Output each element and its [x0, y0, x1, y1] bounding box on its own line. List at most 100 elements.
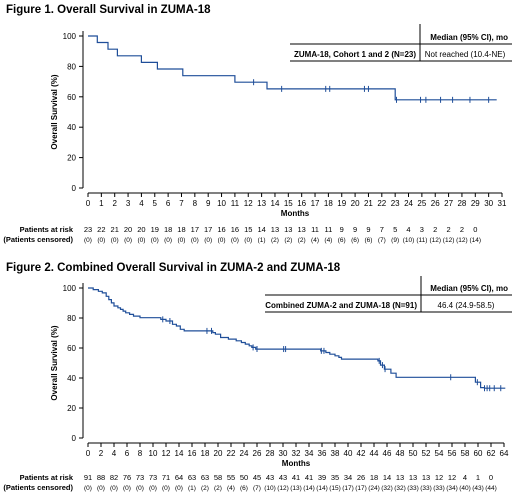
at-risk-count: 0	[473, 225, 477, 234]
censored-count: (24)	[368, 485, 380, 492]
censored-count: (32)	[381, 485, 393, 492]
at-risk-count: 34	[344, 473, 352, 482]
legend-series-label: ZUMA-18, Cohort 1 and 2 (N=23)	[294, 50, 416, 59]
x-tick-label: 8	[138, 449, 143, 458]
x-tick-label: 26	[253, 449, 262, 458]
censored-count: (34)	[446, 485, 458, 492]
at-risk-count: 20	[137, 225, 145, 234]
x-tick-label: 12	[162, 449, 171, 458]
censored-count: (6)	[351, 237, 359, 244]
x-tick-label: 24	[240, 449, 249, 458]
x-tick-label: 62	[487, 449, 496, 458]
x-tick-label: 9	[206, 199, 211, 208]
x-tick-label: 4	[139, 199, 144, 208]
censored-count: (0)	[137, 237, 145, 244]
censored-count: (0)	[231, 237, 239, 244]
censored-count: (4)	[311, 237, 319, 244]
censored-count: (1)	[258, 237, 266, 244]
legend-median-value: Not reached (10.4-NE)	[425, 50, 506, 59]
at-risk-count: 58	[214, 473, 222, 482]
x-tick-label: 10	[217, 199, 226, 208]
censored-count: (0)	[97, 237, 105, 244]
x-tick-label: 60	[474, 449, 483, 458]
x-tick-label: 14	[175, 449, 184, 458]
x-tick-label: 2	[99, 449, 104, 458]
survival-curve-series-0	[88, 287, 506, 389]
at-risk-count: 23	[84, 225, 92, 234]
at-risk-count: 82	[110, 473, 118, 482]
x-tick-label: 20	[214, 449, 223, 458]
censored-count: (2)	[298, 237, 306, 244]
censored-count: (0)	[124, 237, 132, 244]
at-risk-count: 43	[266, 473, 274, 482]
x-tick-label: 3	[126, 199, 131, 208]
x-tick-label: 23	[391, 199, 400, 208]
x-tick-label: 21	[364, 199, 373, 208]
x-tick-label: 64	[500, 449, 509, 458]
at-risk-count: 26	[357, 473, 365, 482]
at-risk-count: 63	[188, 473, 196, 482]
x-tick-label: 13	[257, 199, 266, 208]
y-tick-label: 80	[67, 314, 76, 323]
x-tick-label: 12	[244, 199, 253, 208]
at-risk-count: 12	[448, 473, 456, 482]
x-tick-label: 6	[166, 199, 171, 208]
censored-count: (15)	[329, 485, 341, 492]
y-tick-label: 100	[63, 284, 77, 293]
at-risk-count: 4	[463, 473, 467, 482]
x-tick-label: 10	[149, 449, 158, 458]
at-risk-count: 63	[201, 473, 209, 482]
y-tick-label: 20	[67, 154, 76, 163]
censored-count: (0)	[149, 485, 157, 492]
at-risk-count: 64	[175, 473, 183, 482]
x-tick-label: 1	[99, 199, 104, 208]
x-tick-label: 22	[227, 449, 236, 458]
censored-count: (13)	[290, 485, 302, 492]
censored-count: (7)	[378, 237, 386, 244]
censored-count: (33)	[433, 485, 445, 492]
at-risk-count: 76	[123, 473, 131, 482]
patients-censored-label: (Patients censored)	[3, 483, 73, 492]
at-risk-count: 71	[162, 473, 170, 482]
censored-count: (0)	[191, 237, 199, 244]
censored-count: (0)	[110, 485, 118, 492]
x-tick-label: 30	[484, 199, 493, 208]
censored-count: (0)	[84, 485, 92, 492]
censored-count: (12)	[277, 485, 289, 492]
legend-header: Median (95% CI), mo	[430, 284, 508, 293]
at-risk-count: 18	[370, 473, 378, 482]
at-risk-count: 73	[149, 473, 157, 482]
x-tick-label: 2	[112, 199, 117, 208]
censored-count: (14)	[470, 237, 482, 244]
censored-count: (7)	[253, 485, 261, 492]
survival-curve-series-0	[88, 35, 497, 101]
y-tick-label: 20	[67, 404, 76, 413]
x-tick-label: 31	[498, 199, 507, 208]
at-risk-count: 4	[406, 225, 410, 234]
at-risk-count: 45	[253, 473, 261, 482]
censored-count: (44)	[485, 485, 497, 492]
x-tick-label: 29	[471, 199, 480, 208]
y-axis-label: Overall Survival (%)	[50, 74, 59, 149]
figure-2-title: Figure 2. Combined Overall Survival in Z…	[6, 262, 341, 274]
patients-at-risk-label: Patients at risk	[20, 225, 74, 234]
x-tick-label: 38	[331, 449, 340, 458]
x-tick-label: 48	[396, 449, 405, 458]
x-tick-label: 5	[153, 199, 158, 208]
at-risk-count: 15	[244, 225, 252, 234]
censored-count: (6)	[240, 485, 248, 492]
at-risk-count: 17	[191, 225, 199, 234]
censored-count: (10)	[403, 237, 415, 244]
x-axis-label: Months	[282, 459, 311, 468]
censored-count: (0)	[164, 237, 172, 244]
censored-count: (14)	[316, 485, 328, 492]
at-risk-count: 11	[311, 225, 319, 234]
x-tick-label: 26	[431, 199, 440, 208]
x-tick-label: 11	[231, 199, 240, 208]
x-tick-label: 50	[409, 449, 418, 458]
x-tick-label: 28	[266, 449, 275, 458]
at-risk-count: 39	[318, 473, 326, 482]
at-risk-count: 17	[204, 225, 212, 234]
at-risk-count: 16	[217, 225, 225, 234]
